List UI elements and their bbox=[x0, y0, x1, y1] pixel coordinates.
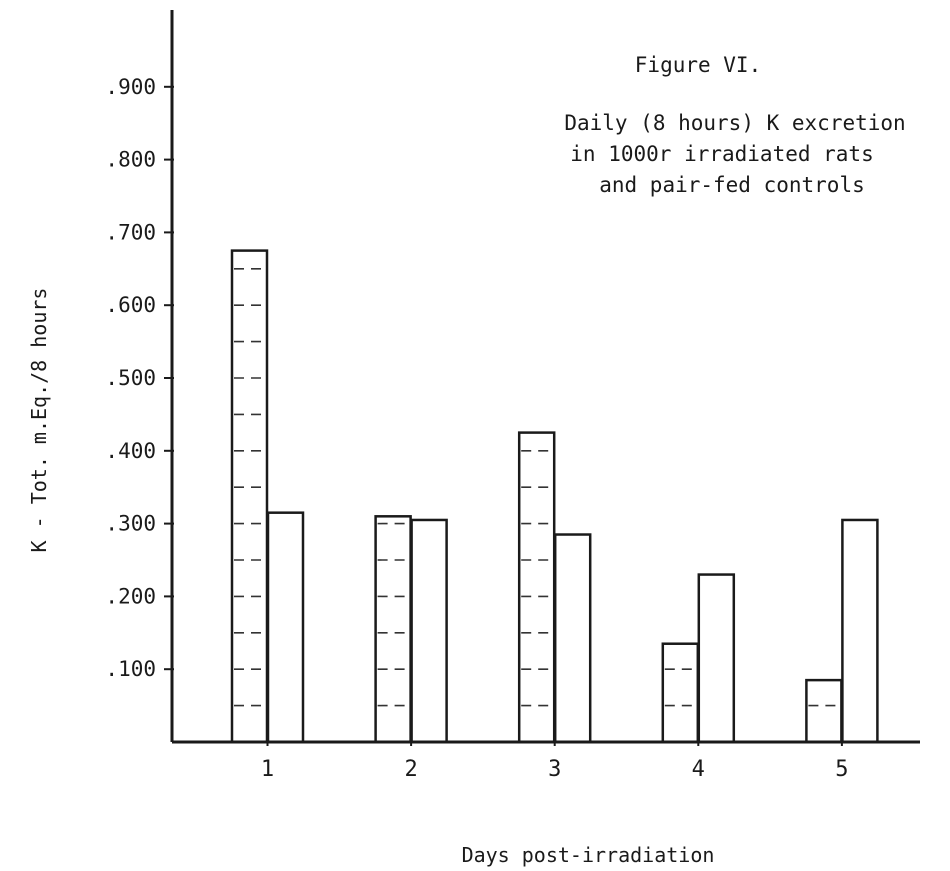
y-tick-label: .200 bbox=[105, 584, 156, 608]
plain-bar-day-1 bbox=[266, 511, 305, 744]
x-tick-label: 3 bbox=[548, 757, 561, 782]
y-tick-label: .800 bbox=[105, 148, 156, 172]
hatched-bar-day-2 bbox=[374, 515, 412, 744]
x-tick-label: 5 bbox=[835, 757, 848, 782]
y-tick-label: .500 bbox=[105, 366, 156, 390]
x-axis-title: Days post-irradiation bbox=[462, 843, 715, 867]
plain-bar-day-5 bbox=[841, 518, 879, 744]
y-axis-ticks: .100 .200 .300 .400 .500 .600 .700 .800 .900 bbox=[105, 75, 174, 681]
bars-group bbox=[230, 249, 879, 744]
plain-bar-day-4 bbox=[697, 573, 736, 744]
plain-bar-day-2 bbox=[410, 518, 448, 744]
hatched-bar-day-1 bbox=[230, 249, 269, 744]
chart-subtitle-line-2: in 1000r irradiated rats bbox=[570, 142, 873, 166]
plain-bar-day-3 bbox=[553, 533, 592, 744]
y-tick-label: .700 bbox=[105, 220, 156, 244]
y-axis-title: K - Tot. m.Eq./8 hours bbox=[27, 288, 51, 553]
chart-title: Figure VI. bbox=[635, 53, 761, 77]
x-tick-label: 4 bbox=[692, 757, 705, 782]
y-tick-label: .900 bbox=[105, 75, 156, 99]
hatched-bar-day-3 bbox=[517, 431, 556, 744]
y-tick-label: .400 bbox=[105, 439, 156, 463]
x-tick-label: 1 bbox=[261, 757, 274, 782]
hatched-bar-day-5 bbox=[805, 678, 843, 744]
chart-title-group: Figure VI. Daily (8 hours) K excretion i… bbox=[564, 53, 905, 197]
chart-subtitle-line-3: and pair-fed controls bbox=[599, 173, 865, 197]
chart-subtitle-line-1: Daily (8 hours) K excretion bbox=[564, 111, 905, 135]
y-tick-label: .100 bbox=[105, 657, 156, 681]
hatched-bar-day-4 bbox=[661, 642, 700, 744]
x-tick-label: 2 bbox=[404, 757, 417, 782]
y-tick-label: .600 bbox=[105, 293, 156, 317]
y-tick-label: .300 bbox=[105, 512, 156, 536]
